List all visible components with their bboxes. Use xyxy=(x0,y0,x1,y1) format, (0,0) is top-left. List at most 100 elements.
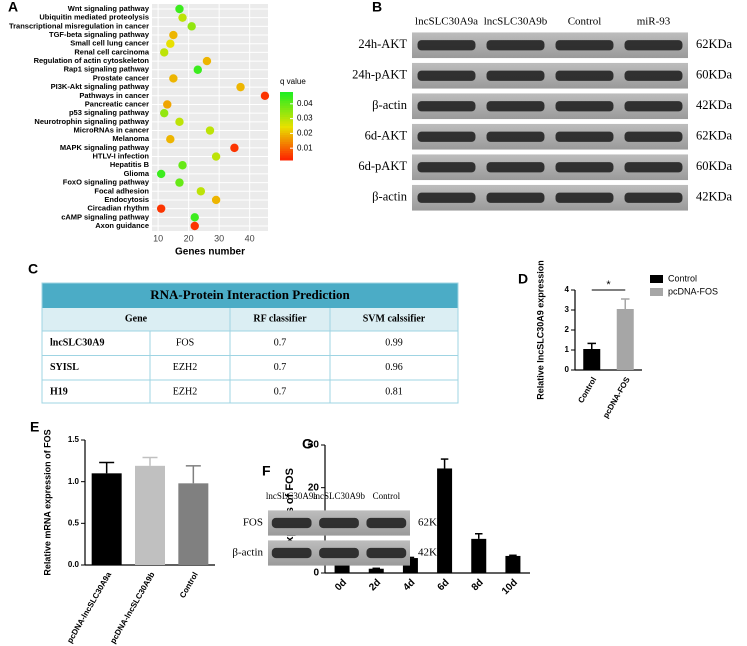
blot-size-label: 42KDa xyxy=(696,190,733,204)
x-tick-label: 6d xyxy=(436,577,452,593)
table-title-bg xyxy=(42,283,458,308)
y-tick-label: Neurotrophin signaling pathway xyxy=(34,117,149,126)
bar xyxy=(91,473,122,565)
blot-row-label: 24h-pAKT xyxy=(352,68,407,82)
x-tick-label: 20 xyxy=(184,233,194,243)
table-border xyxy=(41,282,459,404)
colorbar-step xyxy=(280,94,293,98)
bar xyxy=(505,555,521,573)
colorbar-step xyxy=(280,126,293,129)
blot-size-label: 62KDa xyxy=(696,37,733,51)
colorbar-step xyxy=(280,119,293,122)
y-tick-label: Glioma xyxy=(124,169,150,178)
colorbar-step xyxy=(280,144,293,147)
blot-band xyxy=(417,101,476,112)
y-tick-label: Hepatitis B xyxy=(110,160,150,169)
x-tick-label: 30 xyxy=(214,233,224,243)
y-tick-label: MAPK signaling pathway xyxy=(60,143,150,152)
colorbar-step xyxy=(280,135,293,138)
table-header-bg xyxy=(42,308,458,331)
dot xyxy=(211,152,221,161)
blot-band xyxy=(366,517,407,529)
blot-band xyxy=(271,517,312,529)
y-tick-label: Endocytosis xyxy=(104,195,149,204)
y-tick-label: 1 xyxy=(565,345,570,354)
y-tick-label: Renal cell carcinoma xyxy=(74,47,149,56)
blot-size-label: 60KDa xyxy=(696,68,733,82)
y-tick-label: Pancreatic cancer xyxy=(85,99,149,108)
table-cell: 0.81 xyxy=(385,386,403,397)
y-tick-label: 4 xyxy=(565,285,570,294)
blot-band xyxy=(319,517,359,529)
dot xyxy=(230,143,239,153)
blot-band xyxy=(366,547,407,559)
panel-label: F xyxy=(262,463,271,479)
table-cell: EZH2 xyxy=(173,362,197,373)
bar xyxy=(178,483,209,565)
blot-band xyxy=(417,162,476,173)
y-tick-label: Focal adhesion xyxy=(94,186,149,195)
dot xyxy=(163,100,172,109)
dot xyxy=(169,30,178,40)
dot xyxy=(166,39,175,48)
colorbar-step xyxy=(280,132,293,136)
legend-swatch xyxy=(650,275,663,283)
y-tick-label: 1.5 xyxy=(68,435,80,444)
blot-band xyxy=(417,70,476,81)
table-cell: H19 xyxy=(50,386,68,397)
x-tick-label: pcDNA-lncSLC30A9b xyxy=(108,570,156,645)
error-bar xyxy=(440,458,449,469)
colorbar-title: q value xyxy=(280,77,306,86)
colorbar-step xyxy=(280,155,293,159)
blot-band xyxy=(486,101,545,112)
blot-band xyxy=(624,101,683,112)
error-bar xyxy=(142,456,158,466)
error-bar xyxy=(587,342,596,349)
panel-label: G xyxy=(302,436,313,452)
y-tick-label: PI3K-Akt signaling pathway xyxy=(51,82,150,91)
panel-label: D xyxy=(518,271,528,287)
colorbar-step xyxy=(280,96,293,100)
x-tick-label: 10d xyxy=(500,577,520,597)
blot-band xyxy=(486,162,545,173)
colorbar-step xyxy=(280,112,293,116)
blot-band xyxy=(555,70,614,81)
panel-label: A xyxy=(8,0,18,15)
colorbar-step xyxy=(280,110,293,113)
x-tick-label: 8d xyxy=(470,577,486,593)
table-header: Gene xyxy=(125,313,148,324)
bar xyxy=(583,349,601,370)
dot xyxy=(160,48,169,57)
bar xyxy=(135,465,165,565)
dot xyxy=(156,169,166,179)
y-tick-label: cAMP signaling pathway xyxy=(61,212,150,221)
blot-row-label: 6d-AKT xyxy=(365,129,408,143)
y-tick-label: Rap1 signaling pathway xyxy=(64,65,150,74)
blot-row-label: FOS xyxy=(243,517,263,529)
blot-band xyxy=(555,192,614,203)
dot xyxy=(166,135,175,144)
blot-column-label: lncSLC30A9b xyxy=(313,491,366,501)
x-tick-label: 4d xyxy=(401,577,417,593)
dot xyxy=(202,56,212,66)
colorbar-step xyxy=(280,123,293,127)
y-tick-label: 30 xyxy=(308,440,320,451)
y-tick-label: MicroRNAs in cancer xyxy=(74,126,150,135)
blot-band xyxy=(624,40,683,51)
colorbar-step xyxy=(280,116,293,120)
blot-size-label: 42KDa xyxy=(418,547,450,559)
colorbar-step xyxy=(280,114,293,118)
table-cell: 0.7 xyxy=(274,362,287,373)
blot-column-label: lncSLC30A9a xyxy=(266,491,318,501)
blot-band xyxy=(417,131,476,142)
x-tick-label: 0d xyxy=(333,577,349,593)
y-tick-label: Axon guidance xyxy=(95,221,149,230)
blot-row-label: β-actin xyxy=(372,98,408,112)
colorbar-step xyxy=(280,137,293,141)
y-tick-label: TGF-beta signaling pathway xyxy=(49,30,150,39)
y-tick-label: p53 signaling pathway xyxy=(69,108,150,117)
colorbar-step xyxy=(280,141,293,145)
blot-size-label: 60KDa xyxy=(696,159,733,173)
y-tick-label: 3 xyxy=(565,305,570,314)
